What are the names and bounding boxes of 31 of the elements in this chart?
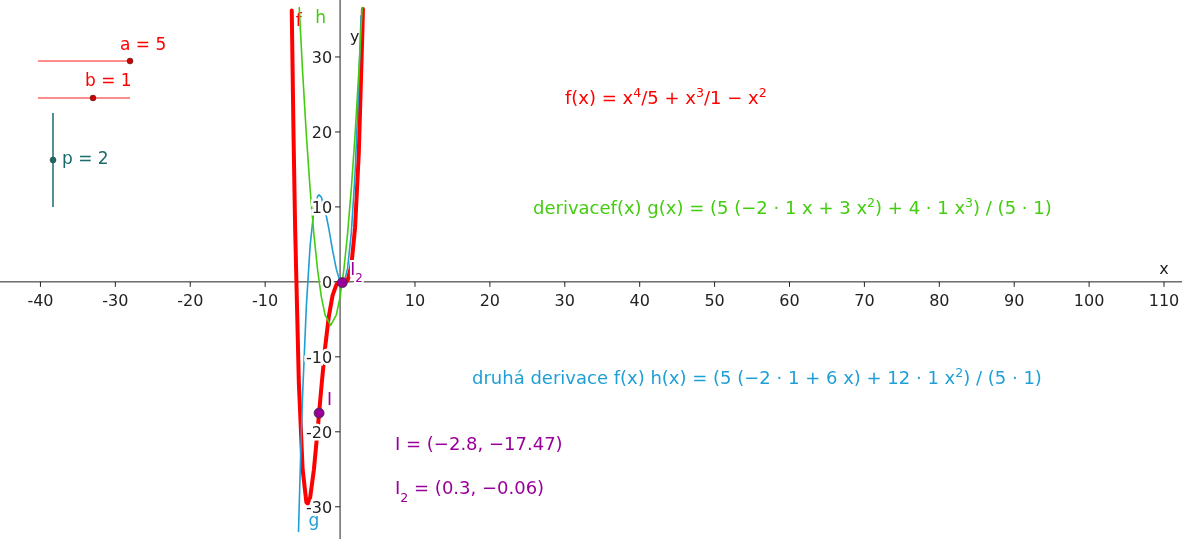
x-axis-title: x <box>1159 258 1169 278</box>
x-tick-label: 20 <box>479 290 501 310</box>
annotation: a = 5 <box>120 34 167 54</box>
annotation: I = (−2.8, −17.47) <box>395 433 563 454</box>
x-tick-label: -40 <box>27 290 54 310</box>
x-tick-label: 110 <box>1148 290 1180 310</box>
y-tick-label: 30 <box>311 47 333 67</box>
x-tick-label: 10 <box>404 290 426 310</box>
x-tick-label: 50 <box>704 290 725 310</box>
x-tick-label: 70 <box>854 290 875 310</box>
series-label: h <box>315 7 327 28</box>
line-series <box>298 6 363 327</box>
y-axis-title: y <box>350 27 360 46</box>
annotation: I$_{2}$ = (0.3, −0.06) <box>395 477 545 505</box>
y-tick-label: 20 <box>311 122 333 142</box>
x-tick-label: 30 <box>554 290 575 310</box>
series-label: I <box>327 389 333 410</box>
x-tick-label: 100 <box>1073 290 1105 310</box>
series-label: I$_{2}$ <box>350 258 363 285</box>
x-tick-label: -10 <box>252 290 279 310</box>
x-tick-label: -30 <box>102 290 129 310</box>
x-tick-label: 40 <box>629 290 650 310</box>
x-tick-label: 90 <box>1004 290 1025 310</box>
annotation: derivacef(x) g(x) = (5 (−2 · 1 x + 3 x$^{2}$) + 4 · 1 x$^{3}$) / (5 · 1) <box>533 194 1052 218</box>
annotation: p = 2 <box>62 148 109 168</box>
x-tick-label: -20 <box>177 290 204 310</box>
x-tick-label: 80 <box>929 290 950 310</box>
annotation: b = 1 <box>85 70 132 90</box>
x-tick-label: 60 <box>779 290 800 310</box>
annotation: f(x) = x$^{4}$/5 + x$^{3}$/1 − x$^{2}$ <box>565 84 767 108</box>
annotation: druhá derivace f(x) h(x) = (5 (−2 · 1 + 6 x) + 12 · 1 x$^{2}$) / (5 · 1) <box>472 364 1042 388</box>
